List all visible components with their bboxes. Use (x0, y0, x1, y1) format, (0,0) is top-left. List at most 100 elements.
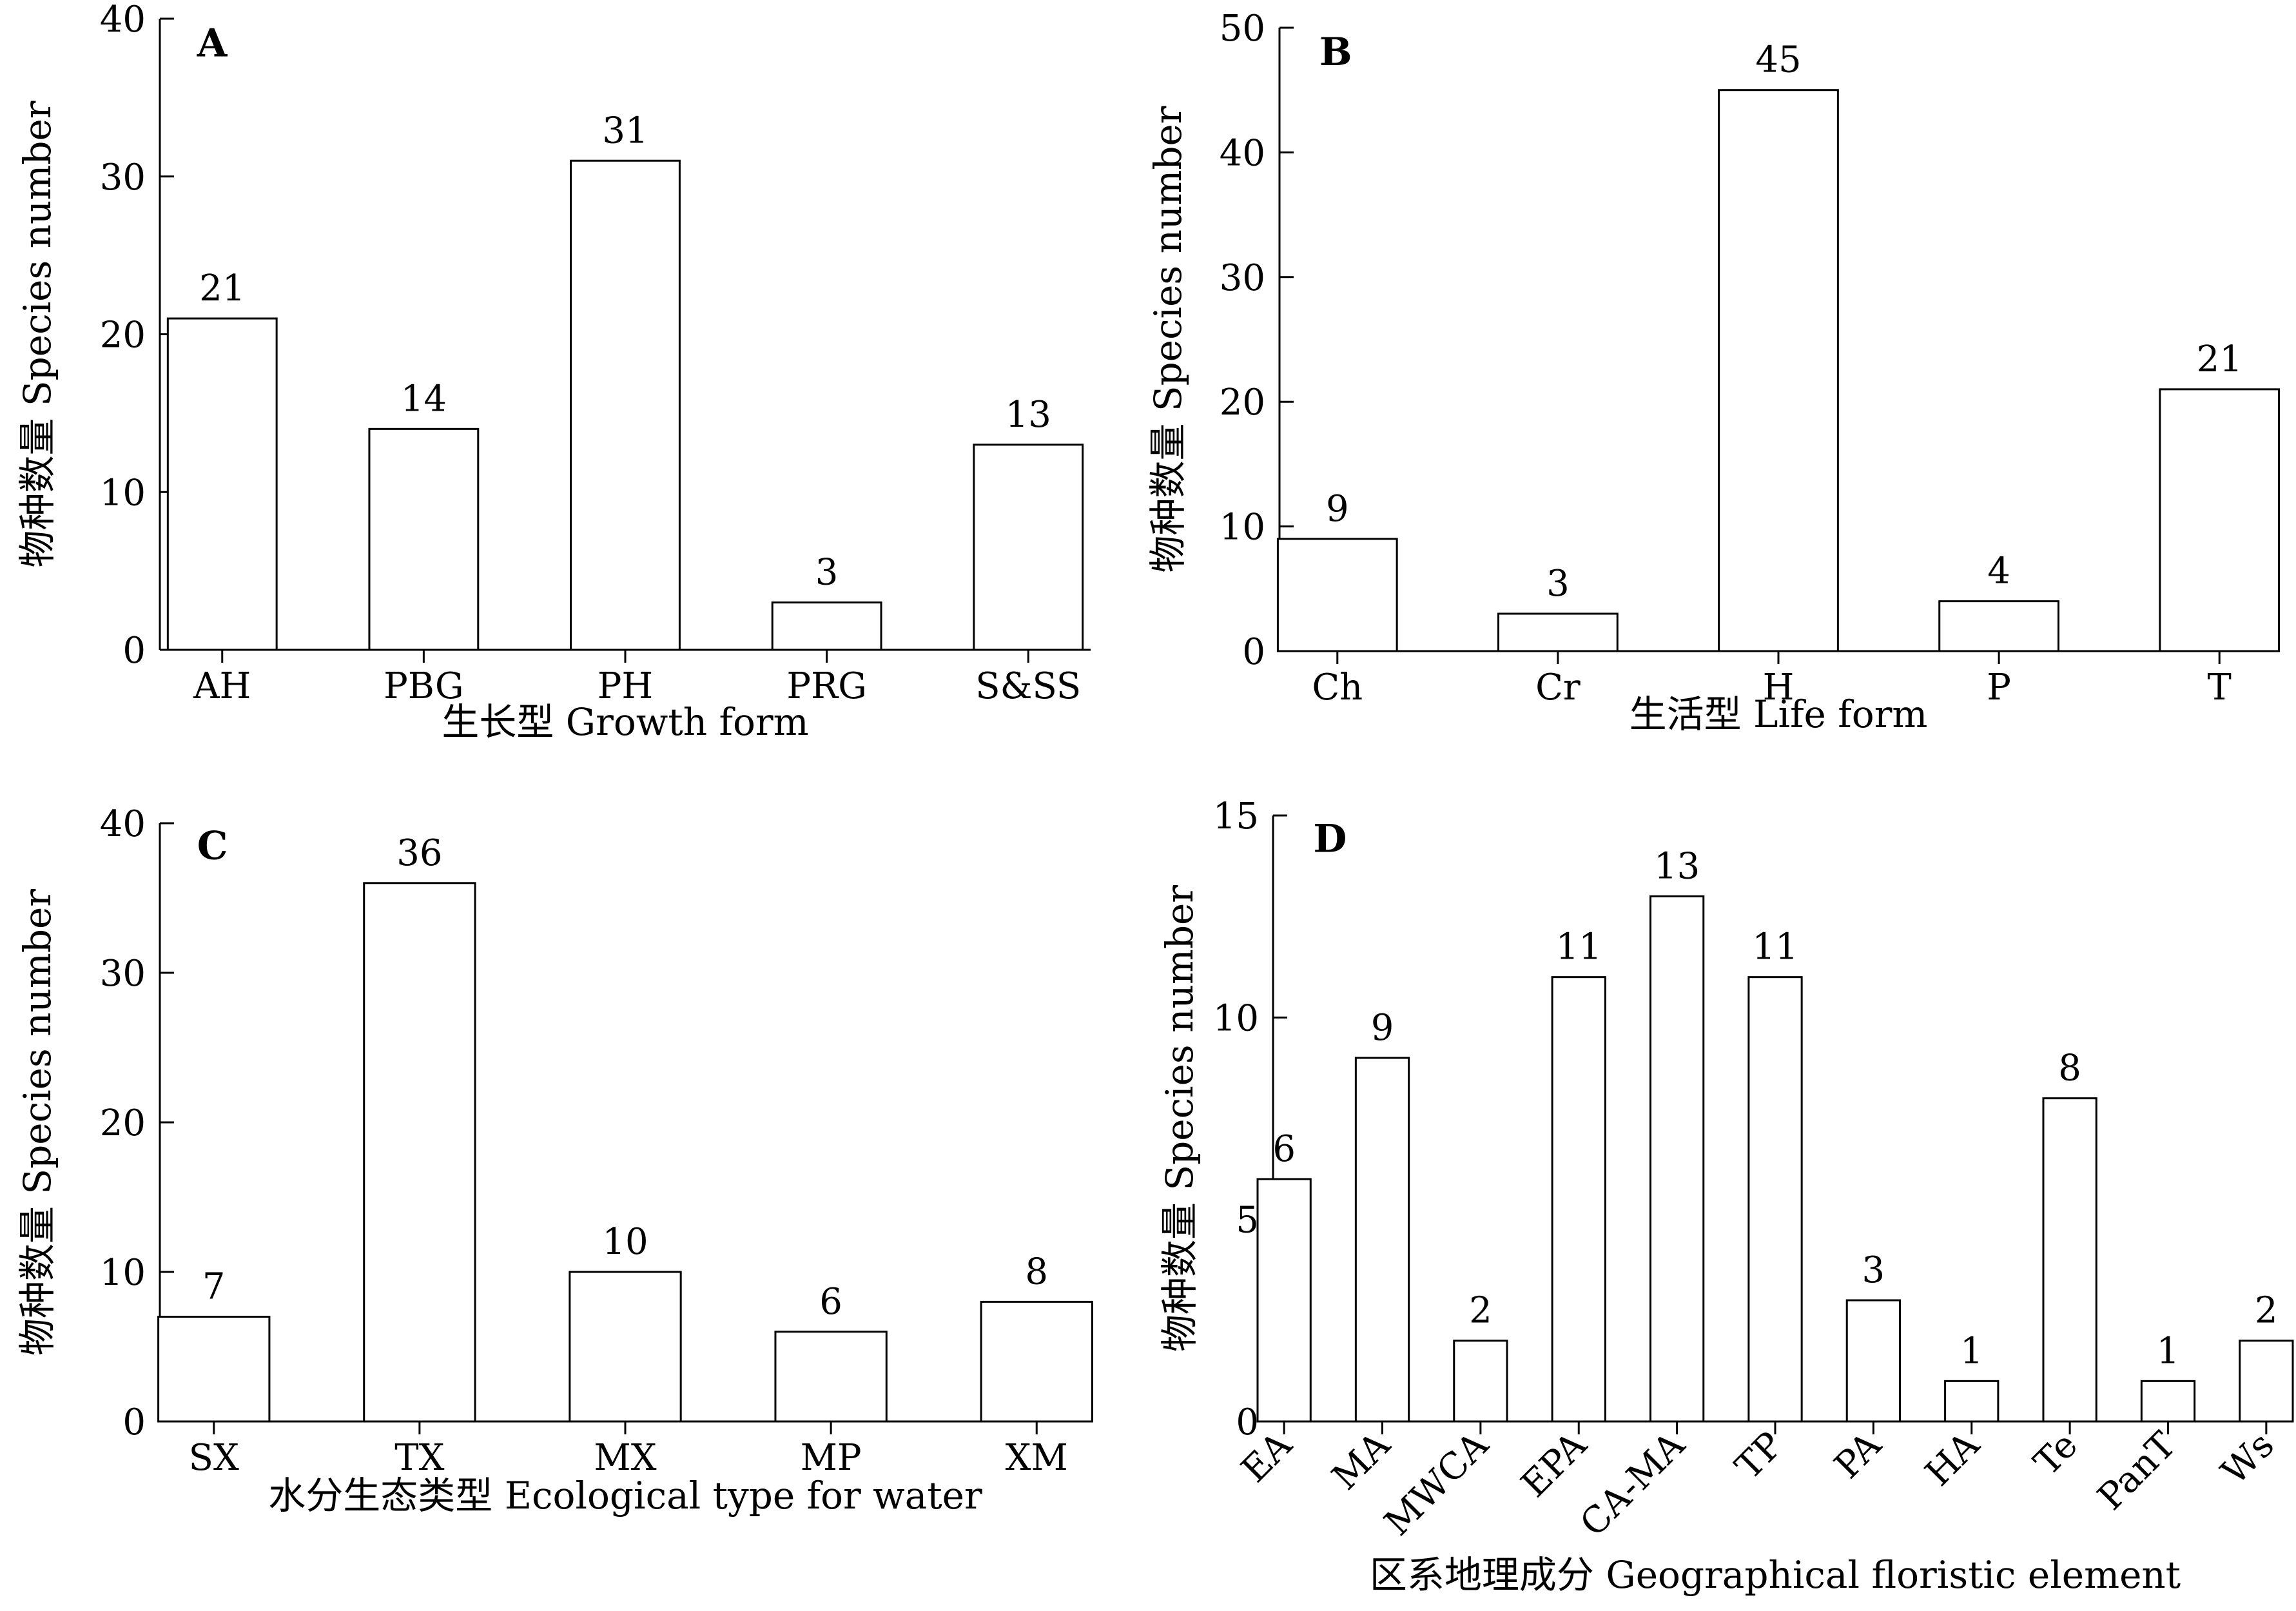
panel-d-y-tick-label: 0 (1236, 1401, 1259, 1443)
panel-c-x-axis-title: 水分生态类型 Ecological type for water (268, 1474, 982, 1518)
panel-b-bar-value-label: 3 (1546, 563, 1570, 605)
panel-d-bar-value-label: 1 (1960, 1330, 1983, 1372)
panel-a-x-axis-title: 生长型 Growth form (442, 700, 808, 744)
panel-a-bar-value-label: 21 (199, 268, 245, 309)
panel-d-x-tick-label: Ws (2213, 1424, 2282, 1493)
panel-d-bar-value-label: 9 (1371, 1007, 1394, 1049)
panel-d-bar-value-label: 1 (2157, 1330, 2180, 1372)
panel-d-bar (1747, 976, 1803, 1423)
panel-d-y-tick-label: 10 (1213, 997, 1259, 1039)
panel-a-label: A (197, 21, 228, 66)
panel-d-bar-value-label: 11 (1752, 926, 1798, 968)
panel-b-y-tick-label: 20 (1220, 382, 1265, 424)
panel-c-bar (774, 1331, 888, 1423)
panel-c-bar-value-label: 36 (396, 832, 442, 874)
panel-b-bar-value-label: 45 (1755, 39, 1801, 81)
panel-a-y-axis-title: 物种数量 Species number (15, 101, 59, 567)
panel-a-x-tick-label: PH (598, 665, 654, 707)
panel-d-bar-value-label: 13 (1654, 845, 1700, 887)
panel-c-y-tick-label: 10 (100, 1252, 146, 1294)
panel-d-y-tick-label: 15 (1213, 796, 1259, 837)
panel-d-bar-value-label: 3 (1862, 1249, 1885, 1291)
panel-a-bar (570, 159, 681, 651)
panel-c-x-tick-label: XM (1006, 1437, 1068, 1479)
panel-d-bar-value-label: 8 (2058, 1048, 2081, 1089)
panel-d-x-tick-label: PA (1827, 1424, 1890, 1487)
panel-b-x-tick-label: T (2208, 667, 2232, 708)
panel-a-y-tick-label: 10 (100, 472, 146, 514)
panel-d-y-axis-title: 物种数量 Species number (1158, 885, 1202, 1352)
panel-c-y-tick-label: 30 (100, 953, 146, 995)
panel-c-bar-value-label: 8 (1025, 1251, 1048, 1293)
panel-d-x-tick-label: Te (2026, 1424, 2086, 1484)
panel-b-bar (1718, 89, 1839, 652)
panel-d-y-tick-label: 5 (1236, 1200, 1259, 1242)
panel-d-bar-value-label: 2 (1469, 1290, 1492, 1332)
panel-b-y-tick-label: 10 (1220, 507, 1265, 549)
panel-c-bar-value-label: 6 (819, 1281, 842, 1323)
panel-d-bar-value-label: 11 (1556, 926, 1602, 968)
panel-c-bar-value-label: 7 (202, 1266, 226, 1308)
panel-a-bar-value-label: 3 (815, 552, 839, 594)
panel-d-x-tick-label: PanT (2090, 1424, 2184, 1518)
panel-d-bar (1453, 1340, 1508, 1423)
panel-d-x-tick-label: EPA (1513, 1424, 1595, 1506)
panel-b-bar (1938, 600, 2059, 652)
panel-d-label: D (1313, 816, 1347, 861)
panel-a-y-tick-label: 0 (122, 630, 146, 672)
panel-b-label: B (1319, 30, 1352, 75)
panel-a-x-tick-label: S&SS (975, 665, 1081, 707)
panel-d-bar (1944, 1380, 1999, 1423)
panel-b-bar-value-label: 9 (1326, 488, 1349, 530)
panel-a-y-tick-label: 30 (100, 157, 146, 199)
panel-d-bar (2239, 1340, 2294, 1423)
panel-c-y-tick-label: 20 (100, 1102, 146, 1144)
panel-d-bar-value-label: 6 (1272, 1128, 1296, 1170)
panel-b-bar (2159, 388, 2281, 652)
panel-b-bar-value-label: 21 (2197, 338, 2242, 380)
panel-a-y-tick-label: 40 (100, 0, 146, 41)
panel-c-y-tick-label: 0 (122, 1401, 146, 1443)
panel-c-y-tick-label: 40 (100, 803, 146, 845)
panel-c-bar (157, 1316, 271, 1423)
panel-d-bar (1551, 976, 1606, 1423)
panel-b-x-tick-label: Cr (1535, 667, 1581, 708)
panel-d-x-tick-label: CA-MA (1572, 1424, 1693, 1545)
panel-a-bar (166, 317, 278, 651)
panel-b-bar-value-label: 4 (1987, 551, 2010, 592)
panel-c-bar-value-label: 10 (602, 1221, 648, 1263)
panel-c-x-tick-label: TX (394, 1437, 444, 1479)
panel-a-y-tick-label: 20 (100, 315, 146, 356)
panel-d-x-tick-label: TP (1727, 1424, 1791, 1488)
panel-c-x-tick-label: MX (594, 1437, 656, 1479)
panel-d-x-tick-label: HA (1918, 1424, 1988, 1494)
panel-d-x-tick-label: MA (1324, 1424, 1398, 1498)
panel-b-y-axis-title: 物种数量 Species number (1146, 106, 1190, 572)
panel-a-bar-value-label: 13 (1006, 394, 1051, 436)
panel-c-y-axis-title: 物种数量 Species number (15, 889, 59, 1356)
panel-d-bar (1354, 1057, 1410, 1423)
panel-c-bar (363, 882, 476, 1423)
panel-c-x-tick-label: MP (801, 1437, 862, 1479)
panel-a-bar (973, 444, 1084, 651)
panel-b-y-tick-label: 50 (1220, 8, 1265, 50)
panel-b-y-tick-label: 40 (1220, 132, 1265, 174)
panel-b-x-axis-title: 生活型 Life form (1630, 692, 1928, 736)
panel-c-label: C (197, 824, 228, 869)
panel-a-x-tick-label: PRG (786, 665, 867, 707)
panel-c-bar (569, 1271, 682, 1423)
panel-a-x-tick-label: PBG (384, 665, 464, 707)
panel-a-bar (771, 601, 882, 651)
panel-b-x-tick-label: Ch (1312, 667, 1363, 708)
panel-c-x-tick-label: SX (189, 1437, 239, 1479)
panel-b-x-tick-label: H (1763, 667, 1795, 708)
panel-a-bar-value-label: 14 (401, 378, 447, 420)
panel-a-bar (368, 427, 480, 651)
panel-a-x-tick-label: AH (193, 665, 251, 707)
panel-d-bar (1845, 1299, 1902, 1423)
panel-a-bar-value-label: 31 (602, 110, 648, 151)
panel-d-x-tick-label: MWCA (1377, 1424, 1497, 1544)
panel-d-bar (2140, 1380, 2196, 1423)
panel-d-bar (1649, 895, 1705, 1423)
